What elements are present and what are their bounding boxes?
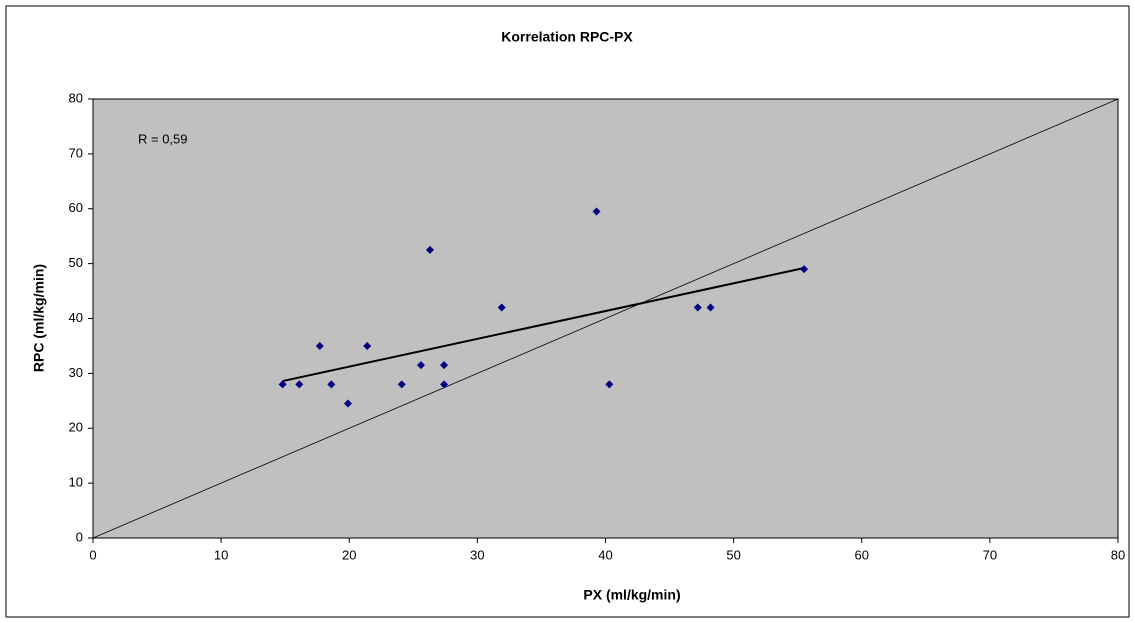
- reference-line: [92, 98, 1119, 539]
- y-axis-title: RPC (ml/kg/min): [31, 264, 47, 372]
- y-tick-label: 30: [69, 365, 83, 380]
- y-tick-label: 50: [69, 255, 83, 270]
- y-tick-label: 80: [69, 90, 83, 105]
- x-tick-label: 30: [470, 547, 484, 562]
- data-point: [397, 380, 406, 389]
- data-point: [440, 361, 449, 370]
- y-tick-label: 60: [69, 200, 83, 215]
- data-point: [592, 207, 601, 216]
- y-tick-label: 0: [76, 529, 83, 544]
- data-point: [497, 303, 506, 312]
- data-point: [327, 380, 336, 389]
- trend-line: [282, 267, 805, 383]
- y-tick-label: 70: [69, 145, 83, 160]
- data-point: [278, 380, 287, 389]
- data-point: [363, 341, 372, 350]
- x-tick-label: 70: [983, 547, 997, 562]
- x-tick-label: 60: [855, 547, 869, 562]
- data-point: [440, 380, 449, 389]
- y-tick-label: 10: [69, 475, 83, 490]
- x-tick-label: 80: [1111, 547, 1125, 562]
- data-point: [425, 245, 434, 254]
- x-tick-label: 20: [342, 547, 356, 562]
- data-point: [343, 399, 352, 408]
- x-tick-label: 40: [598, 547, 612, 562]
- data-point: [800, 265, 809, 274]
- data-point: [417, 361, 425, 370]
- x-tick-label: 50: [726, 547, 740, 562]
- y-tick-label: 40: [69, 310, 83, 325]
- chart-title: Korrelation RPC-PX: [501, 29, 633, 45]
- data-point: [706, 303, 715, 312]
- y-tick-label: 20: [69, 420, 83, 435]
- data-point: [605, 380, 614, 389]
- x-axis-title: PX (ml/kg/min): [583, 587, 680, 603]
- x-tick-label: 10: [214, 547, 228, 562]
- x-tick-label: 0: [89, 547, 96, 562]
- annotation: R = 0,59: [138, 131, 188, 146]
- data-point: [315, 341, 324, 350]
- data-point: [295, 380, 304, 389]
- data-point: [693, 303, 702, 312]
